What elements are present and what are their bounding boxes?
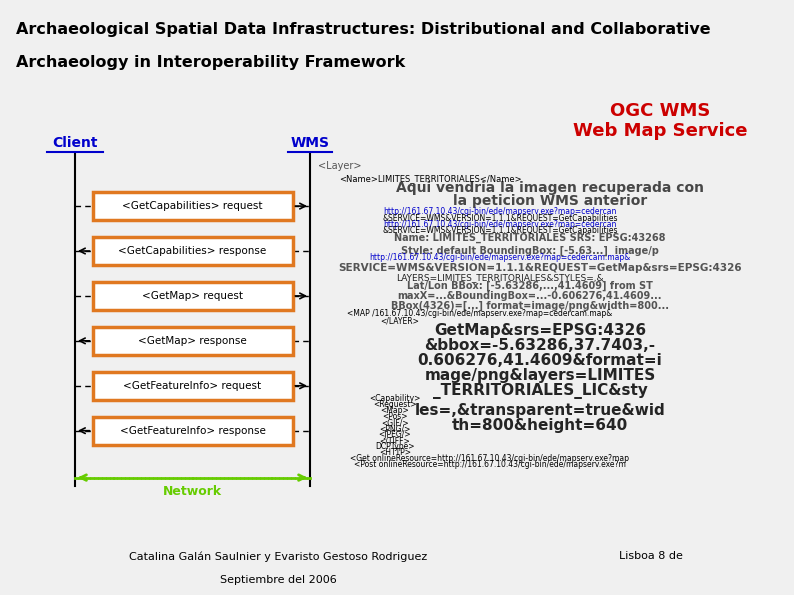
Text: mage/png&layers=LIMITES: mage/png&layers=LIMITES bbox=[424, 368, 656, 383]
Text: <GetCapabilities> response: <GetCapabilities> response bbox=[118, 246, 267, 256]
Text: Aqui vendria la imagen recuperada con: Aqui vendria la imagen recuperada con bbox=[396, 181, 704, 195]
Text: <Capability>: <Capability> bbox=[369, 394, 421, 403]
Text: </LAYER>: </LAYER> bbox=[380, 317, 419, 325]
Text: Name: LIMITES_TERRITORIALES SRS: EPSG:43268: Name: LIMITES_TERRITORIALES SRS: EPSG:43… bbox=[395, 233, 665, 243]
Text: &SERVICE=WMS&VERSION=1.1.1&REQUEST=GetCapabilities: &SERVICE=WMS&VERSION=1.1.1&REQUEST=GetCa… bbox=[382, 214, 618, 223]
Text: Lisboa 8 de: Lisboa 8 de bbox=[619, 552, 683, 561]
Text: &bbox=-5.63286,37.7403,-: &bbox=-5.63286,37.7403,- bbox=[425, 339, 656, 353]
Text: <GetFeatureInfo> request: <GetFeatureInfo> request bbox=[123, 381, 261, 391]
Text: </TIFF>: </TIFF> bbox=[380, 436, 410, 445]
Text: <GetFeatureInfo> response: <GetFeatureInfo> response bbox=[120, 425, 265, 436]
Text: <JPEG/>: <JPEG/> bbox=[379, 430, 411, 439]
FancyBboxPatch shape bbox=[92, 327, 292, 355]
Text: Web Map Service: Web Map Service bbox=[572, 122, 747, 140]
FancyBboxPatch shape bbox=[92, 237, 292, 265]
Text: Archaeological Spatial Data Infrastructures: Distributional and Collaborative: Archaeological Spatial Data Infrastructu… bbox=[16, 21, 711, 37]
Text: th=800&height=640: th=800&height=640 bbox=[452, 418, 628, 433]
Text: Style: default BoundingBox: [-5.63...]  image/p: Style: default BoundingBox: [-5.63...] i… bbox=[401, 246, 659, 256]
Text: <PNG/>: <PNG/> bbox=[380, 424, 410, 433]
FancyBboxPatch shape bbox=[92, 416, 292, 444]
FancyBboxPatch shape bbox=[92, 372, 292, 400]
Text: Client: Client bbox=[52, 136, 98, 150]
Text: <GetMap> request: <GetMap> request bbox=[142, 291, 243, 301]
Text: Catalina Galán Saulnier y Evaristo Gestoso Rodriguez: Catalina Galán Saulnier y Evaristo Gesto… bbox=[129, 551, 427, 562]
Text: <Request>: <Request> bbox=[373, 400, 417, 409]
Text: Archaeology in Interoperability Framework: Archaeology in Interoperability Framewor… bbox=[16, 55, 405, 70]
Text: <Name>LIMITES_TERRITORIALES</Name>: <Name>LIMITES_TERRITORIALES</Name> bbox=[339, 174, 522, 183]
Text: OGC WMS: OGC WMS bbox=[610, 102, 710, 120]
Text: http://161.67.10.43/cgi-bin/ede/mapserv.exe?map=cedercam.map&: http://161.67.10.43/cgi-bin/ede/mapserv.… bbox=[369, 253, 630, 262]
Text: Septiembre del 2006: Septiembre del 2006 bbox=[219, 575, 337, 585]
Text: <HTTP>: <HTTP> bbox=[379, 448, 411, 457]
Text: _TERRITORIALES_LIC&sty: _TERRITORIALES_LIC&sty bbox=[433, 383, 647, 399]
Text: la peticion WMS anterior: la peticion WMS anterior bbox=[453, 194, 647, 208]
Text: <GetCapabilities> request: <GetCapabilities> request bbox=[122, 201, 263, 211]
Text: Lat/Lon BBox: [-5.63286,...,41.4609] from ST: Lat/Lon BBox: [-5.63286,...,41.4609] fro… bbox=[407, 281, 653, 291]
Text: <Post onlineResource=http://161.67.10.43/cgi-bin/ede/mapserv.exe?m: <Post onlineResource=http://161.67.10.43… bbox=[354, 460, 626, 469]
Text: Network: Network bbox=[163, 485, 222, 498]
Text: LAYERS=LIMITES_TERRITORIALES&STYLES=,&: LAYERS=LIMITES_TERRITORIALES&STYLES=,& bbox=[396, 274, 603, 283]
Text: http://161.67.10.43/cgi-bin/ede/mapserv.exe?map=cedercan: http://161.67.10.43/cgi-bin/ede/mapserv.… bbox=[384, 206, 617, 215]
Text: <MAP /161.67.10.43/cgi-bin/ede/mapserv.exe?map=cedercam.map&: <MAP /161.67.10.43/cgi-bin/ede/mapserv.e… bbox=[348, 309, 613, 318]
Text: <GetMap> response: <GetMap> response bbox=[138, 336, 247, 346]
Text: BBox(4326)=[...] format=image/png&width=800...: BBox(4326)=[...] format=image/png&width=… bbox=[391, 301, 669, 311]
Text: SERVICE=WMS&VERSION=1.1.1&REQUEST=GetMap&srs=EPSG:4326: SERVICE=WMS&VERSION=1.1.1&REQUEST=GetMap… bbox=[338, 263, 742, 273]
Text: <Pos>: <Pos> bbox=[382, 412, 408, 421]
Text: maxX=...&BoundingBox=...-0.606276,41.4609...: maxX=...&BoundingBox=...-0.606276,41.460… bbox=[398, 291, 662, 301]
Text: <Layer>: <Layer> bbox=[318, 161, 362, 171]
Text: &SERVICE=WMS&VERSION=1.1.1&REQUEST=GetCapabilities: &SERVICE=WMS&VERSION=1.1.1&REQUEST=GetCa… bbox=[382, 226, 618, 234]
Text: GetMap&srs=EPSG:4326: GetMap&srs=EPSG:4326 bbox=[434, 323, 646, 339]
Text: 0.606276,41.4609&format=i: 0.606276,41.4609&format=i bbox=[418, 353, 662, 368]
Text: <GIF/>: <GIF/> bbox=[381, 418, 409, 427]
Text: DCPType>: DCPType> bbox=[376, 442, 414, 451]
Text: WMS: WMS bbox=[291, 136, 330, 150]
Text: <Map>: <Map> bbox=[380, 406, 410, 415]
FancyBboxPatch shape bbox=[92, 282, 292, 310]
Text: http://161.67.10.43/cgi-bin/ede/mapserv.exe?map=cedercan: http://161.67.10.43/cgi-bin/ede/mapserv.… bbox=[384, 220, 617, 228]
Text: <Get onlineResource=http://161.67.10.43/cgi-bin/ede/mapserv.exe?map: <Get onlineResource=http://161.67.10.43/… bbox=[350, 454, 630, 463]
Text: les=,&transparent=true&wid: les=,&transparent=true&wid bbox=[414, 403, 665, 418]
FancyBboxPatch shape bbox=[92, 192, 292, 220]
